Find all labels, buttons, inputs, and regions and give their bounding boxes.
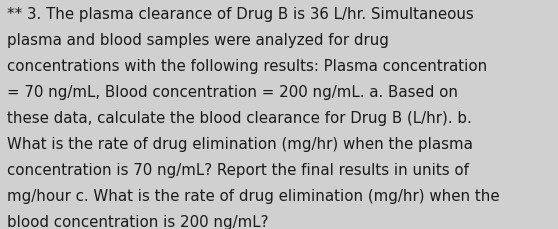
Text: mg/hour c. What is the rate of drug elimination (mg/hr) when the: mg/hour c. What is the rate of drug elim… <box>7 188 500 203</box>
Text: blood concentration is 200 ng/mL?: blood concentration is 200 ng/mL? <box>7 214 269 229</box>
Text: What is the rate of drug elimination (mg/hr) when the plasma: What is the rate of drug elimination (mg… <box>7 136 473 151</box>
Text: ** 3. The plasma clearance of Drug B is 36 L/hr. Simultaneous: ** 3. The plasma clearance of Drug B is … <box>7 7 474 22</box>
Text: = 70 ng/mL, Blood concentration = 200 ng/mL. a. Based on: = 70 ng/mL, Blood concentration = 200 ng… <box>7 85 458 99</box>
Text: concentration is 70 ng/mL? Report the final results in units of: concentration is 70 ng/mL? Report the fi… <box>7 162 469 177</box>
Text: these data, calculate the blood clearance for Drug B (L/hr). b.: these data, calculate the blood clearanc… <box>7 110 472 125</box>
Text: concentrations with the following results: Plasma concentration: concentrations with the following result… <box>7 59 488 74</box>
Text: plasma and blood samples were analyzed for drug: plasma and blood samples were analyzed f… <box>7 33 389 48</box>
